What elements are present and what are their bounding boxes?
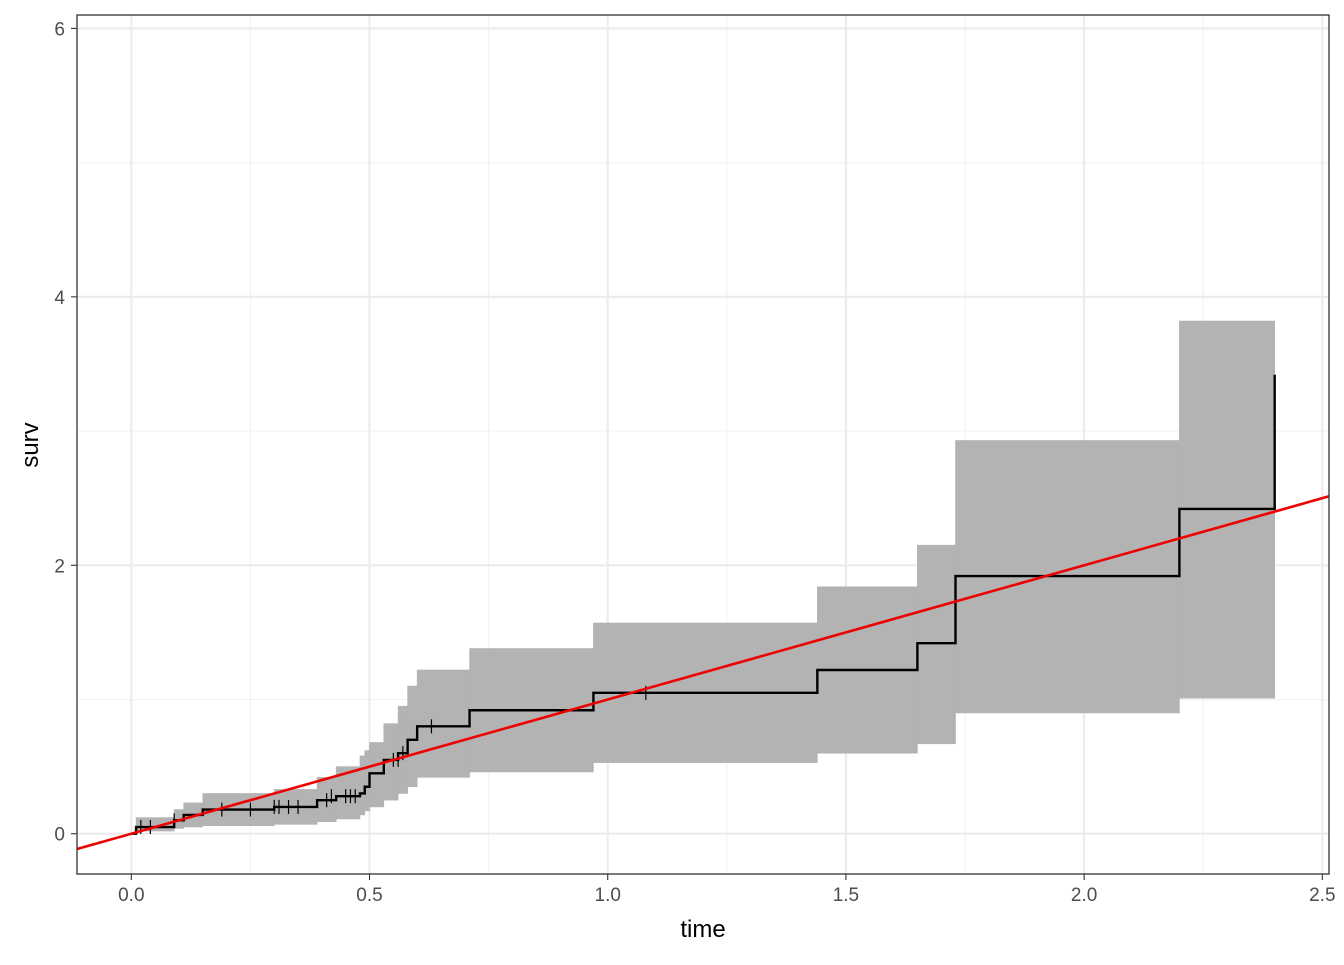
y-axis-title: surv [17,422,44,467]
reference-line [76,495,1330,851]
ribbon-segment [369,742,385,808]
x-axis-ticks: 0.0 0.5 1.0 1.5 2.0 2.5 [118,874,1336,906]
ribbon-segment [416,669,470,778]
y-tick-label: 4 [54,288,65,309]
x-tick-label: 0.0 [118,885,144,906]
ribbon-segment [917,544,956,745]
x-tick-label: 2.0 [1071,885,1097,906]
x-tick-label: 1.5 [833,885,859,906]
censor-marks-layer [140,685,647,835]
y-tick-label: 2 [54,556,65,577]
x-tick-label: 0.5 [356,885,382,906]
x-tick-label: 2.5 [1309,885,1335,906]
y-tick-label: 6 [54,19,65,40]
ribbon-segment [407,685,418,788]
y-axis-ticks: 0 2 4 6 [54,19,77,846]
x-tick-label: 1.0 [595,885,621,906]
y-tick-label: 0 [54,825,65,846]
x-axis-title: time [680,916,725,943]
reference-line-layer [76,495,1330,851]
panel-border [76,14,1330,875]
ribbon-segment [359,755,366,816]
